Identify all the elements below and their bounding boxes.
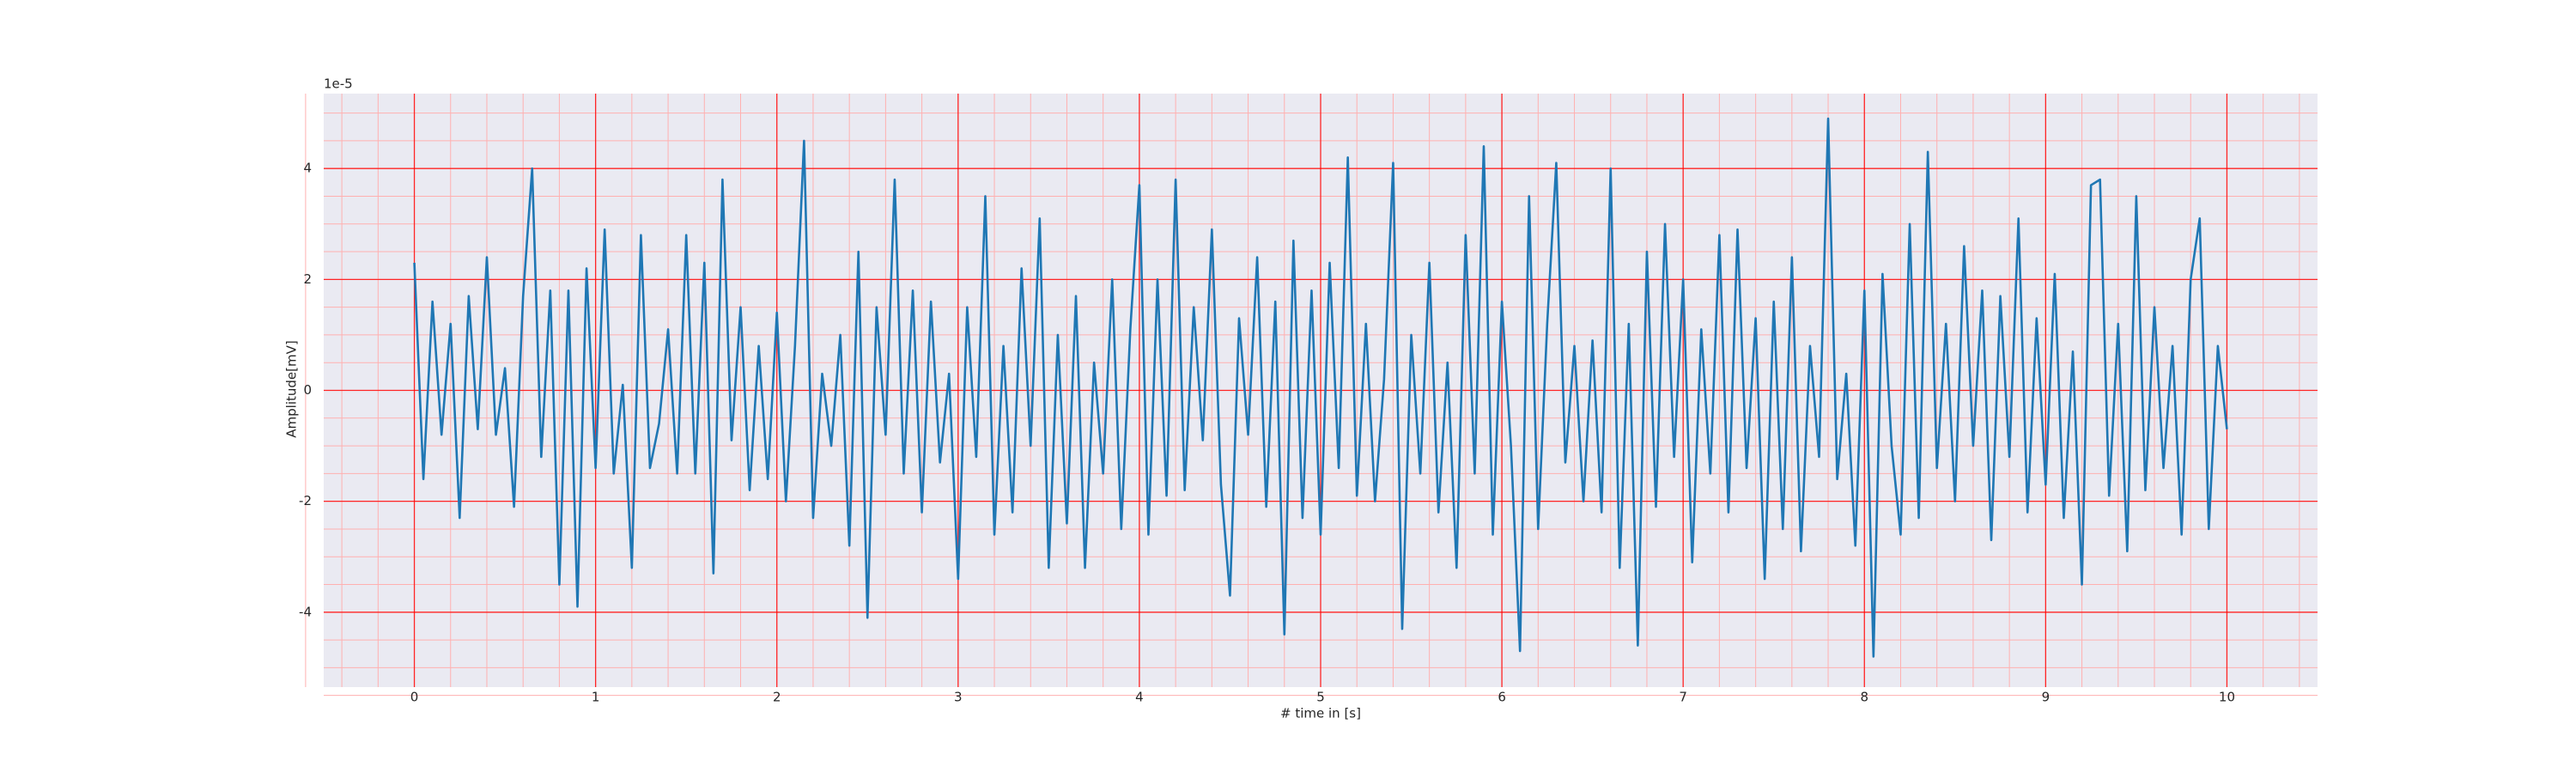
y-tick-label: -4 bbox=[299, 604, 312, 619]
x-tick-label: 6 bbox=[1498, 690, 1506, 705]
y-tick-label: -2 bbox=[299, 493, 312, 508]
x-tick-label: 1 bbox=[592, 690, 600, 705]
x-tick-label: 4 bbox=[1135, 690, 1144, 705]
x-tick-label: 10 bbox=[2219, 690, 2235, 705]
x-axis-label: # time in [s] bbox=[1280, 706, 1361, 721]
x-tick-label: 9 bbox=[2042, 690, 2050, 705]
x-tick-label: 7 bbox=[1679, 690, 1687, 705]
y-axis-label: Amplitude[mV] bbox=[284, 340, 300, 437]
signal-line bbox=[413, 117, 2228, 658]
y-tick-label: 4 bbox=[303, 161, 312, 176]
x-tick-label: 3 bbox=[954, 690, 963, 705]
offset-text: 1e-5 bbox=[324, 76, 353, 92]
x-tick-label: 0 bbox=[410, 690, 419, 705]
y-tick-label: 0 bbox=[303, 382, 312, 398]
x-tick-label: 2 bbox=[773, 690, 781, 705]
y-tick-label: 2 bbox=[303, 271, 312, 287]
x-tick-label: 8 bbox=[1860, 690, 1868, 705]
x-tick-label: 5 bbox=[1316, 690, 1325, 705]
